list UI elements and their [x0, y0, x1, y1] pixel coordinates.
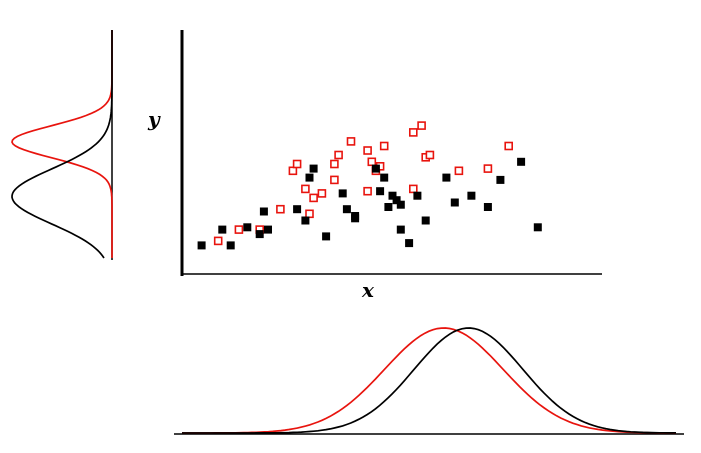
black-filled-square-point: [533, 223, 542, 232]
black-filled-square-point: [259, 207, 268, 216]
red-hollow-square-point: [330, 175, 339, 185]
scatter-plot: y x: [147, 30, 602, 302]
black-filled-square-point: [392, 196, 401, 205]
red-hollow-square-point: [301, 184, 310, 194]
y-axis-label: y: [147, 107, 161, 131]
red-hollow-square-point: [425, 150, 435, 160]
red-hollow-square-point: [309, 193, 318, 203]
black-filled-square-point: [405, 239, 414, 248]
black-filled-square-point: [396, 225, 405, 234]
black-filled-square-point: [255, 230, 264, 239]
x-marginal-distribution: [174, 327, 684, 435]
red-point-group: [213, 121, 514, 246]
red-hollow-square-point: [213, 236, 223, 246]
red-hollow-square-point: [408, 184, 418, 194]
black-filled-square-point: [413, 191, 422, 200]
black-filled-square-point: [351, 212, 360, 220]
black-filled-square-point: [384, 203, 393, 211]
black-filled-square-point: [496, 175, 505, 184]
black-filled-square-point: [264, 225, 272, 234]
black-filled-square-point: [483, 203, 492, 211]
red-hollow-square-point: [234, 225, 244, 234]
black-filled-square-point: [226, 241, 235, 250]
red-hollow-square-point: [454, 166, 464, 176]
red-hollow-square-point: [379, 141, 389, 151]
black-filled-square-point: [293, 205, 302, 214]
red-hollow-square-point: [504, 141, 514, 151]
black-filled-square-point: [450, 198, 459, 207]
black-filled-square-point: [322, 232, 331, 241]
black-filled-square-point: [442, 173, 451, 182]
black-filled-square-point: [380, 173, 389, 182]
black-filled-square-point: [376, 187, 385, 196]
black-filled-square-point: [467, 191, 476, 200]
black-filled-square-point: [305, 173, 314, 182]
red-hollow-square-point: [483, 164, 493, 173]
black-filled-square-point: [396, 200, 405, 209]
x-axis-label: x: [361, 278, 375, 302]
x-marginal-red-curve: [182, 327, 677, 434]
black-filled-square-point: [342, 205, 351, 214]
y-marginal-black-curve: [11, 30, 113, 259]
red-hollow-square-point: [305, 209, 314, 219]
y-marginal-distribution: [11, 30, 113, 260]
red-hollow-square-point: [346, 137, 356, 146]
black-filled-square-point: [371, 164, 380, 173]
red-hollow-square-point: [417, 121, 426, 130]
black-filled-square-point: [197, 241, 206, 250]
red-hollow-square-point: [292, 159, 302, 169]
black-filled-square-point: [309, 164, 318, 173]
black-filled-square-point: [421, 216, 430, 225]
black-filled-square-point: [388, 191, 397, 200]
red-hollow-square-point: [330, 159, 339, 169]
red-hollow-square-point: [334, 150, 343, 160]
black-filled-square-point: [218, 225, 227, 234]
red-hollow-square-point: [408, 128, 418, 137]
red-hollow-square-point: [363, 186, 372, 196]
red-hollow-square-point: [288, 166, 298, 176]
black-filled-square-point: [301, 216, 310, 225]
black-filled-square-point: [517, 157, 526, 166]
black-filled-square-point: [338, 189, 347, 198]
x-marginal-black-curve: [182, 327, 676, 434]
red-hollow-square-point: [363, 146, 372, 155]
black-filled-square-point: [243, 223, 252, 232]
black-point-group: [197, 157, 542, 250]
red-hollow-square-point: [317, 189, 327, 198]
red-hollow-square-point: [276, 204, 285, 214]
red-hollow-square-point: [367, 157, 377, 167]
